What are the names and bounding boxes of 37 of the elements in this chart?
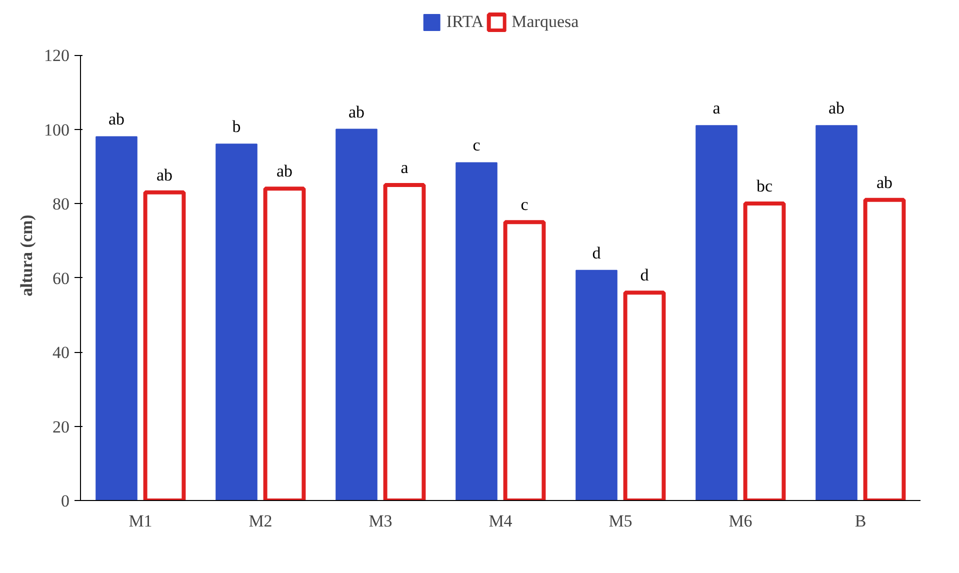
y-tick-label: 100 [44,120,70,140]
data-label: a [400,158,409,177]
data-label: ab [828,98,845,118]
bar [336,128,378,500]
data-label: b [232,117,241,136]
x-tick-label: M3 [368,512,392,530]
bar [216,144,258,500]
data-label: ab [108,110,125,129]
data-label: d [592,243,602,262]
legend-label: IRTA [446,12,484,32]
x-tick-label: B [854,512,866,530]
y-axis-title: altura (cm) [17,214,36,296]
x-tick-label: M5 [608,512,632,530]
y-tick-label: 120 [44,46,70,66]
bar [816,125,858,500]
data-label: ab [348,102,365,122]
x-tick-label: M4 [488,512,513,530]
bar [96,136,138,500]
x-tick-label: M1 [128,512,152,530]
y-tick-label: 0 [61,492,70,510]
y-tick-label: 20 [52,417,70,436]
data-label: c [520,195,529,214]
bar [696,125,738,500]
x-tick-label: M6 [728,512,752,530]
data-label: bc [756,176,773,196]
x-tick-label: M2 [248,512,272,530]
data-label: d [640,266,650,285]
data-label: ab [156,165,173,184]
data-label: ab [276,162,293,181]
data-label: c [472,136,481,155]
data-label: ab [876,172,893,192]
y-tick-label: 40 [52,343,70,362]
bar [456,162,498,500]
data-label: a [712,98,721,118]
legend-label: Marquesa [512,12,579,32]
y-tick-label: 60 [52,268,70,288]
y-tick-label: 80 [52,194,70,214]
